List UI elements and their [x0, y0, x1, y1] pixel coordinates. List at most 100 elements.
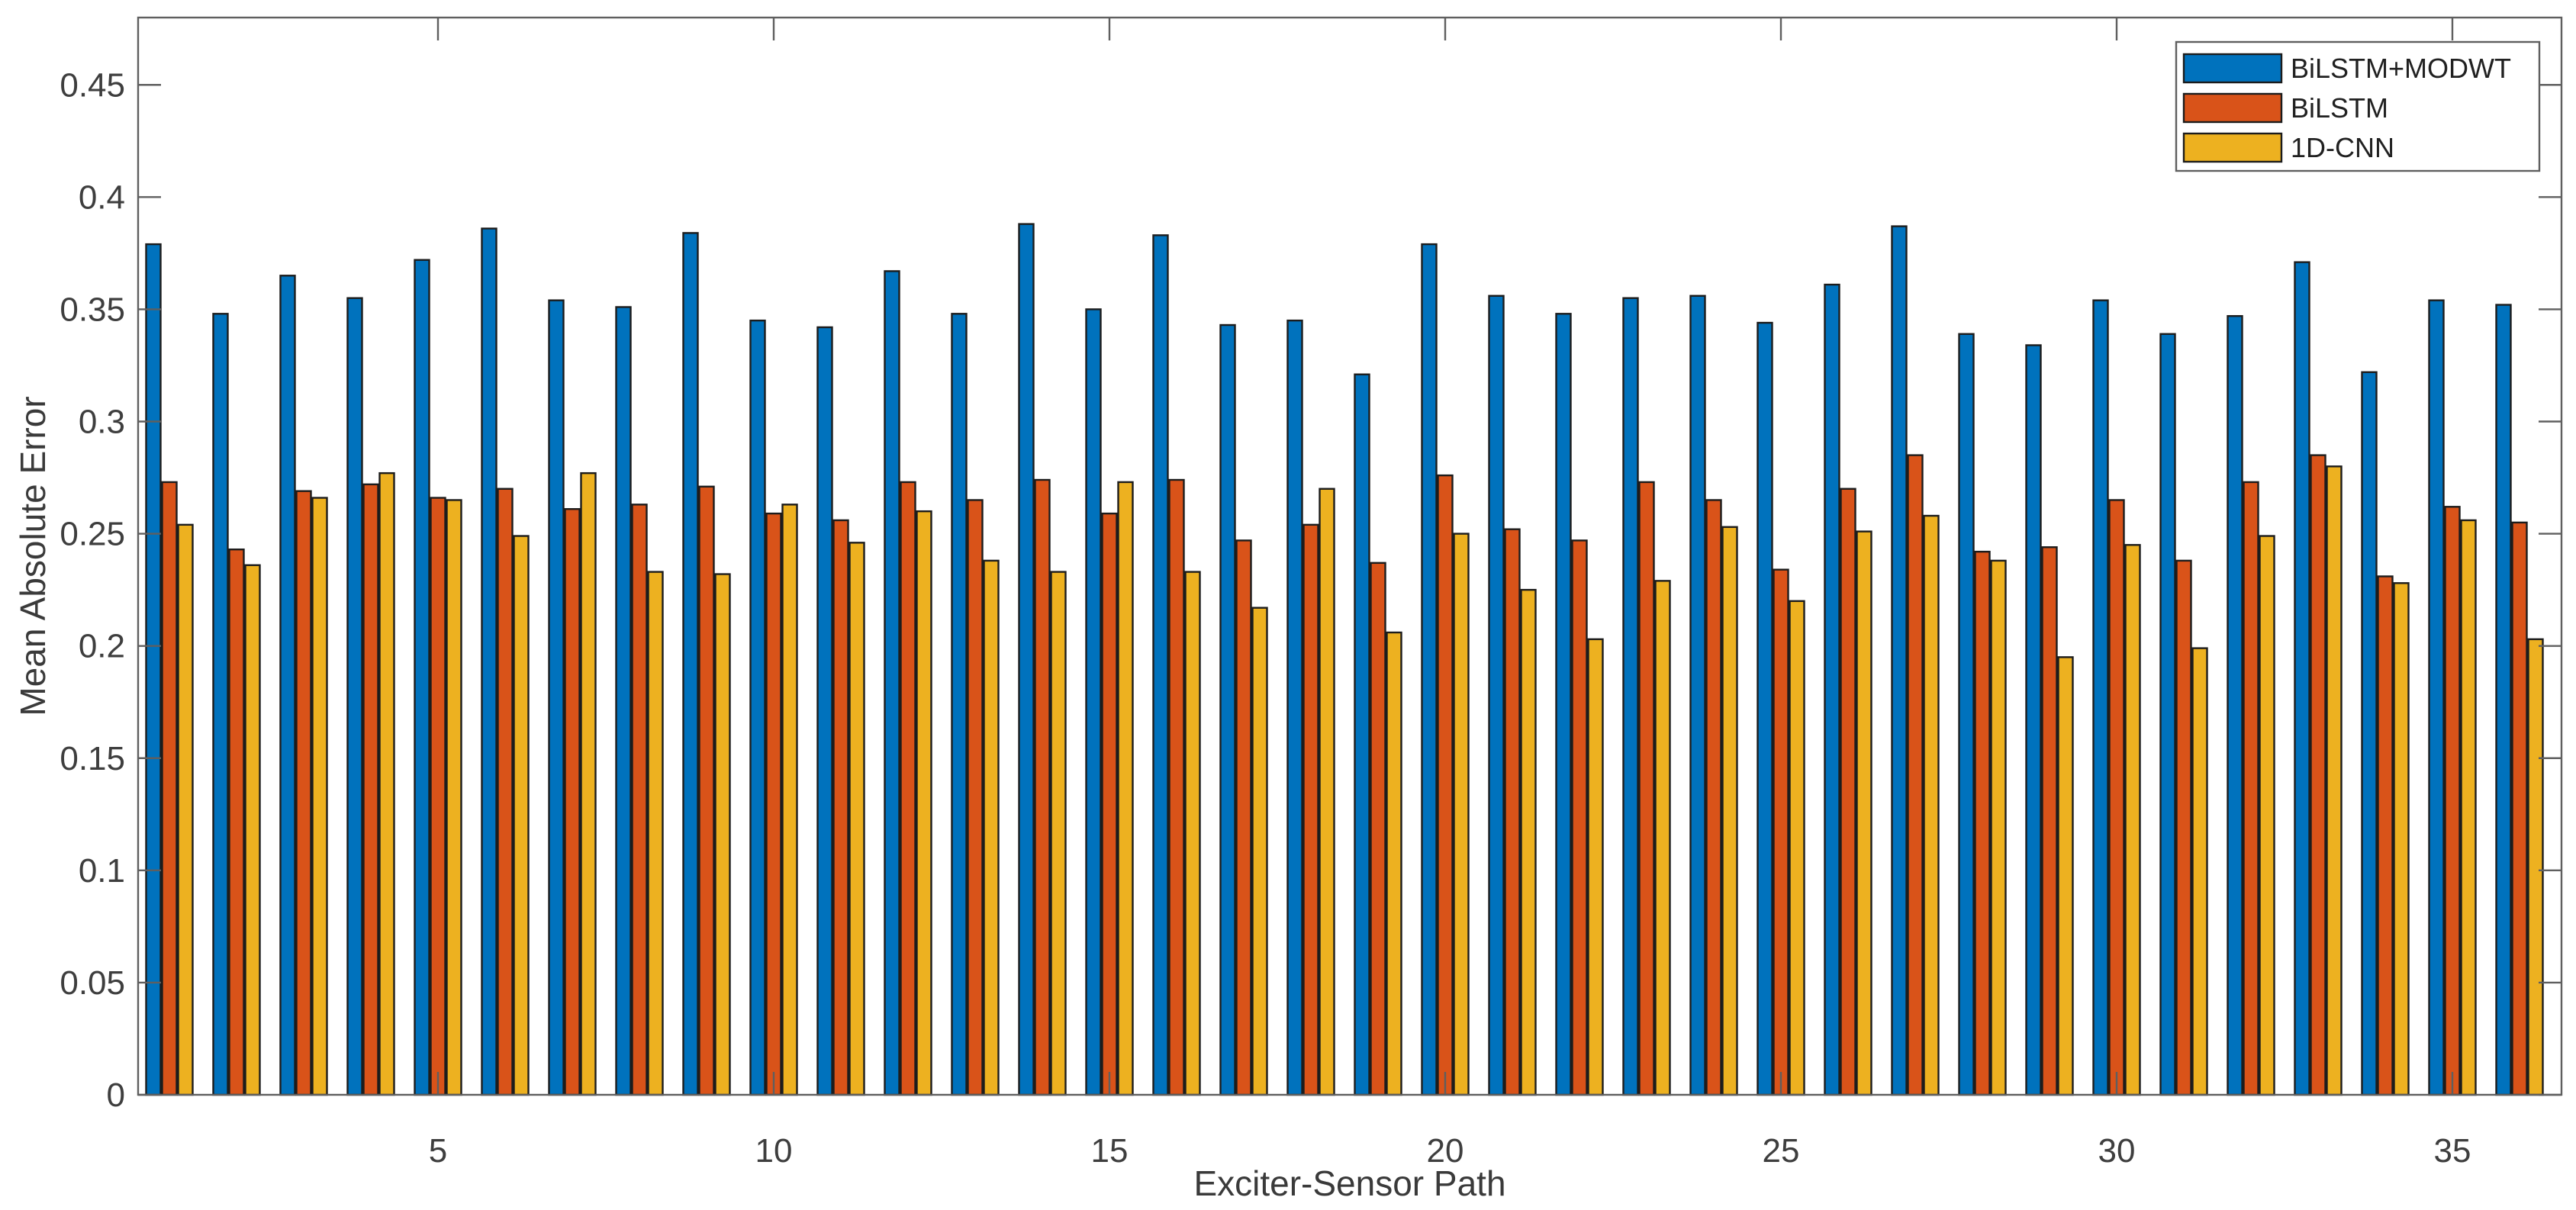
- bar-BiLSTM+MODWT-path18: [1286, 319, 1303, 1096]
- legend-swatch-BiLSTM: [2182, 92, 2283, 124]
- bar-BiLSTM-path14: [1034, 478, 1051, 1096]
- bar-1D-CNN-path12: [916, 510, 932, 1096]
- bar-BiLSTM-path23: [1638, 481, 1655, 1096]
- bar-1D-CNN-path25: [1789, 600, 1805, 1096]
- bar-BiLSTM+MODWT-path12: [884, 270, 900, 1096]
- y-axis-ticks: 0 0.05 0.1 0.15 0.2 0.25 0.3 0.35 0.4 0.45: [60, 66, 2562, 1114]
- bar-BiLSTM+MODWT-path8: [615, 306, 632, 1096]
- bar-BiLSTM+MODWT-path4: [346, 297, 363, 1096]
- bar-1D-CNN-path1: [177, 523, 194, 1096]
- x-tick-label: 35: [2434, 1132, 2471, 1170]
- bar-BiLSTM-path7: [564, 508, 581, 1096]
- x-axis-ticks: 5 10 15 20 25 30 35: [429, 18, 2471, 1170]
- bar-1D-CNN-path19: [1386, 631, 1402, 1096]
- bar-1D-CNN-path6: [513, 535, 530, 1096]
- bar-BiLSTM+MODWT-path10: [749, 319, 766, 1096]
- bar-BiLSTM-path9: [698, 485, 715, 1096]
- bar-BiLSTM+MODWT-path19: [1354, 373, 1370, 1096]
- bar-BiLSTM-path19: [1370, 562, 1386, 1096]
- bar-1D-CNN-path10: [781, 504, 798, 1096]
- bar-BiLSTM-path26: [1840, 488, 1856, 1096]
- bar-1D-CNN-path3: [311, 497, 328, 1096]
- bar-BiLSTM-path11: [832, 519, 849, 1096]
- bar-1D-CNN-path23: [1654, 580, 1671, 1096]
- bar-BiLSTM-path28: [1974, 550, 1991, 1096]
- bar-1D-CNN-path14: [1050, 571, 1067, 1096]
- y-tick-label: 0.3: [79, 404, 125, 441]
- bar-BiLSTM+MODWT-path2: [212, 313, 229, 1096]
- bar-BiLSTM+MODWT-path9: [682, 232, 699, 1096]
- bar-BiLSTM-path1: [161, 481, 178, 1096]
- legend-swatch-1D-CNN: [2182, 132, 2283, 163]
- bar-1D-CNN-path2: [244, 564, 261, 1096]
- x-tick-label: 20: [1427, 1132, 1464, 1170]
- bar-BiLSTM-path2: [228, 548, 245, 1096]
- bar-1D-CNN-path15: [1117, 481, 1134, 1096]
- bar-BiLSTM+MODWT-path28: [1958, 333, 1975, 1096]
- bar-BiLSTM+MODWT-path16: [1152, 234, 1169, 1096]
- y-tick-label: 0: [107, 1076, 125, 1114]
- bar-1D-CNN-path31: [2191, 647, 2208, 1096]
- bar-BiLSTM+MODWT-path21: [1488, 294, 1505, 1096]
- bar-BiLSTM-path21: [1504, 528, 1521, 1096]
- bar-BiLSTM-path25: [1773, 568, 1789, 1096]
- bars-layer: [145, 223, 2544, 1096]
- bar-1D-CNN-path30: [2124, 544, 2141, 1096]
- bar-BiLSTM+MODWT-path25: [1757, 321, 1773, 1096]
- y-axis-title: Mean Absolute Error: [13, 396, 53, 716]
- y-tick-label: 0.35: [60, 291, 125, 328]
- bar-BiLSTM-path10: [765, 512, 782, 1096]
- bar-BiLSTM+MODWT-path22: [1555, 313, 1572, 1096]
- bar-BiLSTM+MODWT-path24: [1689, 294, 1706, 1096]
- bar-BiLSTM-path5: [430, 497, 446, 1096]
- bar-BiLSTM+MODWT-path1: [145, 243, 162, 1096]
- bar-1D-CNN-path9: [714, 573, 731, 1096]
- x-tick-label: 30: [2098, 1132, 2136, 1170]
- bar-BiLSTM-path33: [2310, 454, 2326, 1096]
- bar-1D-CNN-path16: [1184, 571, 1201, 1096]
- bar-BiLSTM-path29: [2041, 546, 2058, 1096]
- bar-BiLSTM-path3: [295, 490, 312, 1096]
- bar-BiLSTM-path22: [1571, 539, 1588, 1096]
- bar-1D-CNN-path17: [1251, 607, 1268, 1096]
- y-tick-label: 0.1: [79, 852, 125, 890]
- x-tick-label: 25: [1763, 1132, 1800, 1170]
- y-tick-label: 0.15: [60, 740, 125, 777]
- plot-box: [137, 16, 2563, 1096]
- legend-label: BiLSTM+MODWT: [2291, 53, 2511, 84]
- x-tick-label: 15: [1091, 1132, 1129, 1170]
- bar-BiLSTM-path34: [2377, 575, 2394, 1096]
- bar-BiLSTM+MODWT-path17: [1219, 323, 1236, 1096]
- bar-BiLSTM-path16: [1168, 478, 1185, 1096]
- legend: BiLSTM+MODWT BiLSTM 1D-CNN: [2175, 40, 2541, 172]
- bar-BiLSTM+MODWT-path23: [1622, 297, 1639, 1096]
- bar-BiLSTM+MODWT-path27: [1891, 225, 1908, 1096]
- bar-BiLSTM+MODWT-path15: [1085, 308, 1102, 1096]
- y-tick-label: 0.45: [60, 66, 125, 104]
- bar-1D-CNN-path22: [1587, 638, 1604, 1096]
- bar-BiLSTM-path31: [2175, 559, 2192, 1096]
- bar-BiLSTM-path20: [1437, 474, 1454, 1096]
- bar-1D-CNN-path21: [1520, 588, 1537, 1096]
- bar-1D-CNN-path29: [2057, 656, 2074, 1096]
- bar-BiLSTM-path30: [2108, 499, 2125, 1096]
- bar-BiLSTM+MODWT-path36: [2495, 304, 2512, 1096]
- x-tick-label: 10: [755, 1132, 793, 1170]
- bar-BiLSTM+MODWT-path13: [951, 313, 968, 1096]
- bar-BiLSTM-path35: [2444, 506, 2461, 1096]
- bar-BiLSTM-path18: [1302, 523, 1319, 1096]
- bar-1D-CNN-path5: [446, 499, 462, 1096]
- y-tick-label: 0.4: [79, 179, 125, 216]
- bar-1D-CNN-path33: [2326, 465, 2343, 1096]
- y-tick-label: 0.25: [60, 516, 125, 553]
- bar-1D-CNN-path11: [848, 542, 865, 1096]
- bar-1D-CNN-path18: [1319, 488, 1335, 1096]
- bar-BiLSTM+MODWT-path3: [279, 275, 296, 1096]
- bar-1D-CNN-path27: [1923, 514, 1940, 1096]
- bar-1D-CNN-path20: [1453, 533, 1470, 1096]
- bar-BiLSTM+MODWT-path6: [481, 227, 497, 1096]
- bar-1D-CNN-path32: [2259, 535, 2275, 1096]
- series-1D-CNN: [177, 465, 2544, 1096]
